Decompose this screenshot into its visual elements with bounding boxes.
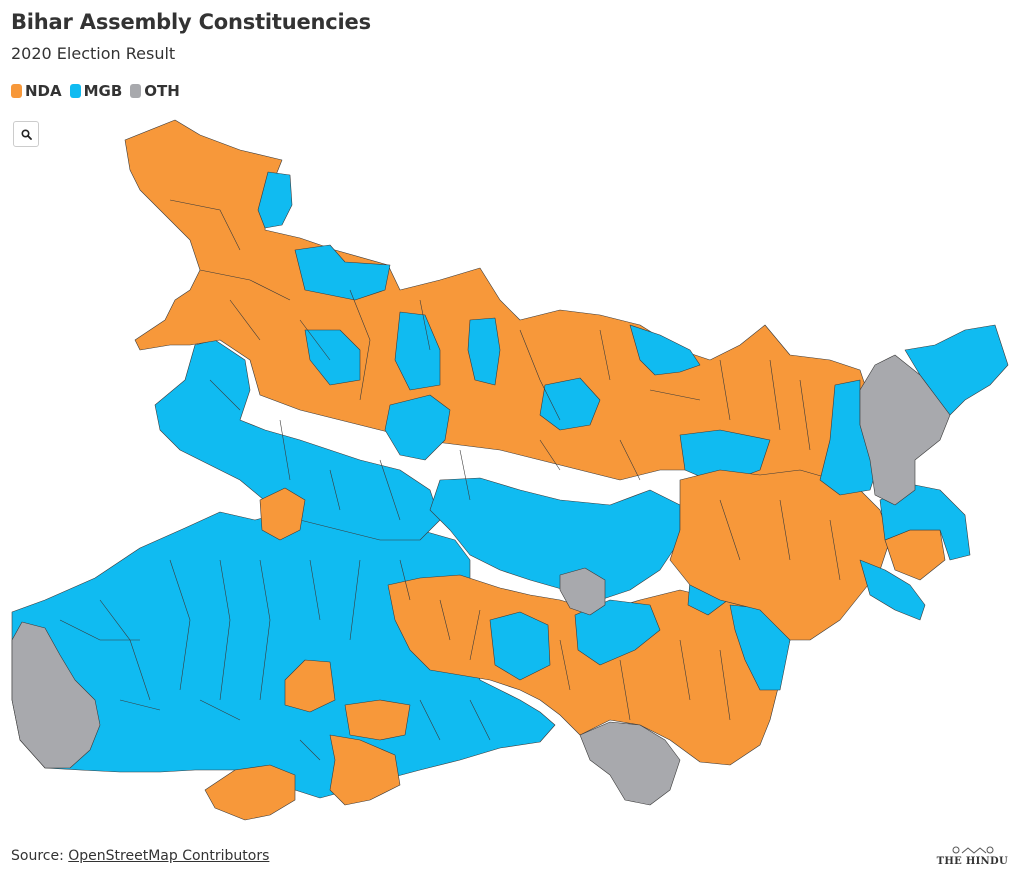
legend-item-mgb[interactable]: MGB [69,82,123,100]
region-mgb-central[interactable] [429,477,681,601]
region-mgb-north-1[interactable] [257,171,293,229]
search-icon [20,128,32,140]
bihar-constituency-map[interactable] [0,110,1020,840]
search-button[interactable] [13,121,39,147]
legend: NDA MGB OTH [11,82,180,100]
map-canvas[interactable] [0,110,1020,840]
logo-text: THE HINDU [936,856,1008,867]
legend-item-nda[interactable]: NDA [11,82,62,100]
region-oth-northeast[interactable] [859,354,951,506]
legend-item-oth[interactable]: OTH [130,82,180,100]
region-mgb-south-2[interactable] [574,599,661,666]
region-oth-south[interactable] [579,721,681,806]
region-mgb-north-7[interactable] [629,324,701,376]
region-mgb-east-3[interactable] [859,559,926,621]
source-link[interactable]: OpenStreetMap Contributors [68,848,270,864]
region-nda-south-3[interactable] [204,764,296,821]
constituency-boundaries [59,199,841,761]
map-title: Bihar Assembly Constituencies [11,10,371,34]
legend-swatch-oth [130,84,142,98]
region-nda-south-1[interactable] [284,659,336,713]
region-mgb-north-4[interactable] [394,311,441,391]
emblem-icon [952,846,994,854]
region-mgb-north-6[interactable] [539,377,601,431]
region-oth-southwest[interactable] [11,621,101,769]
legend-swatch-nda [11,84,22,98]
region-mgb-center-1[interactable] [384,394,451,461]
legend-label-mgb: MGB [83,82,123,100]
map-subtitle: 2020 Election Result [11,44,176,63]
region-nda-south-4[interactable] [329,734,401,806]
region-mgb-south-1[interactable] [489,611,551,681]
source-credit: Source: OpenStreetMap Contributors [11,848,269,864]
the-hindu-logo: THE HINDU [937,844,1008,867]
region-nda-west[interactable] [259,487,306,541]
legend-label-oth: OTH [144,82,180,100]
region-nda-east-2[interactable] [884,529,946,581]
region-mgb-west[interactable] [154,339,441,541]
region-mgb-center-2[interactable] [679,429,771,486]
legend-swatch-mgb [69,84,81,98]
region-nda-south-2[interactable] [344,699,411,741]
region-mgb-east-2[interactable] [879,484,971,561]
region-mgb-north-5[interactable] [467,317,501,386]
region-nda-south-central[interactable] [387,574,791,766]
region-nda-east[interactable] [669,469,891,641]
region-mgb-north-2[interactable] [294,244,391,301]
region-oth-center[interactable] [559,567,606,616]
source-prefix: Source: [11,848,69,864]
region-mgb-north-3[interactable] [304,329,361,386]
legend-label-nda: NDA [25,82,62,100]
